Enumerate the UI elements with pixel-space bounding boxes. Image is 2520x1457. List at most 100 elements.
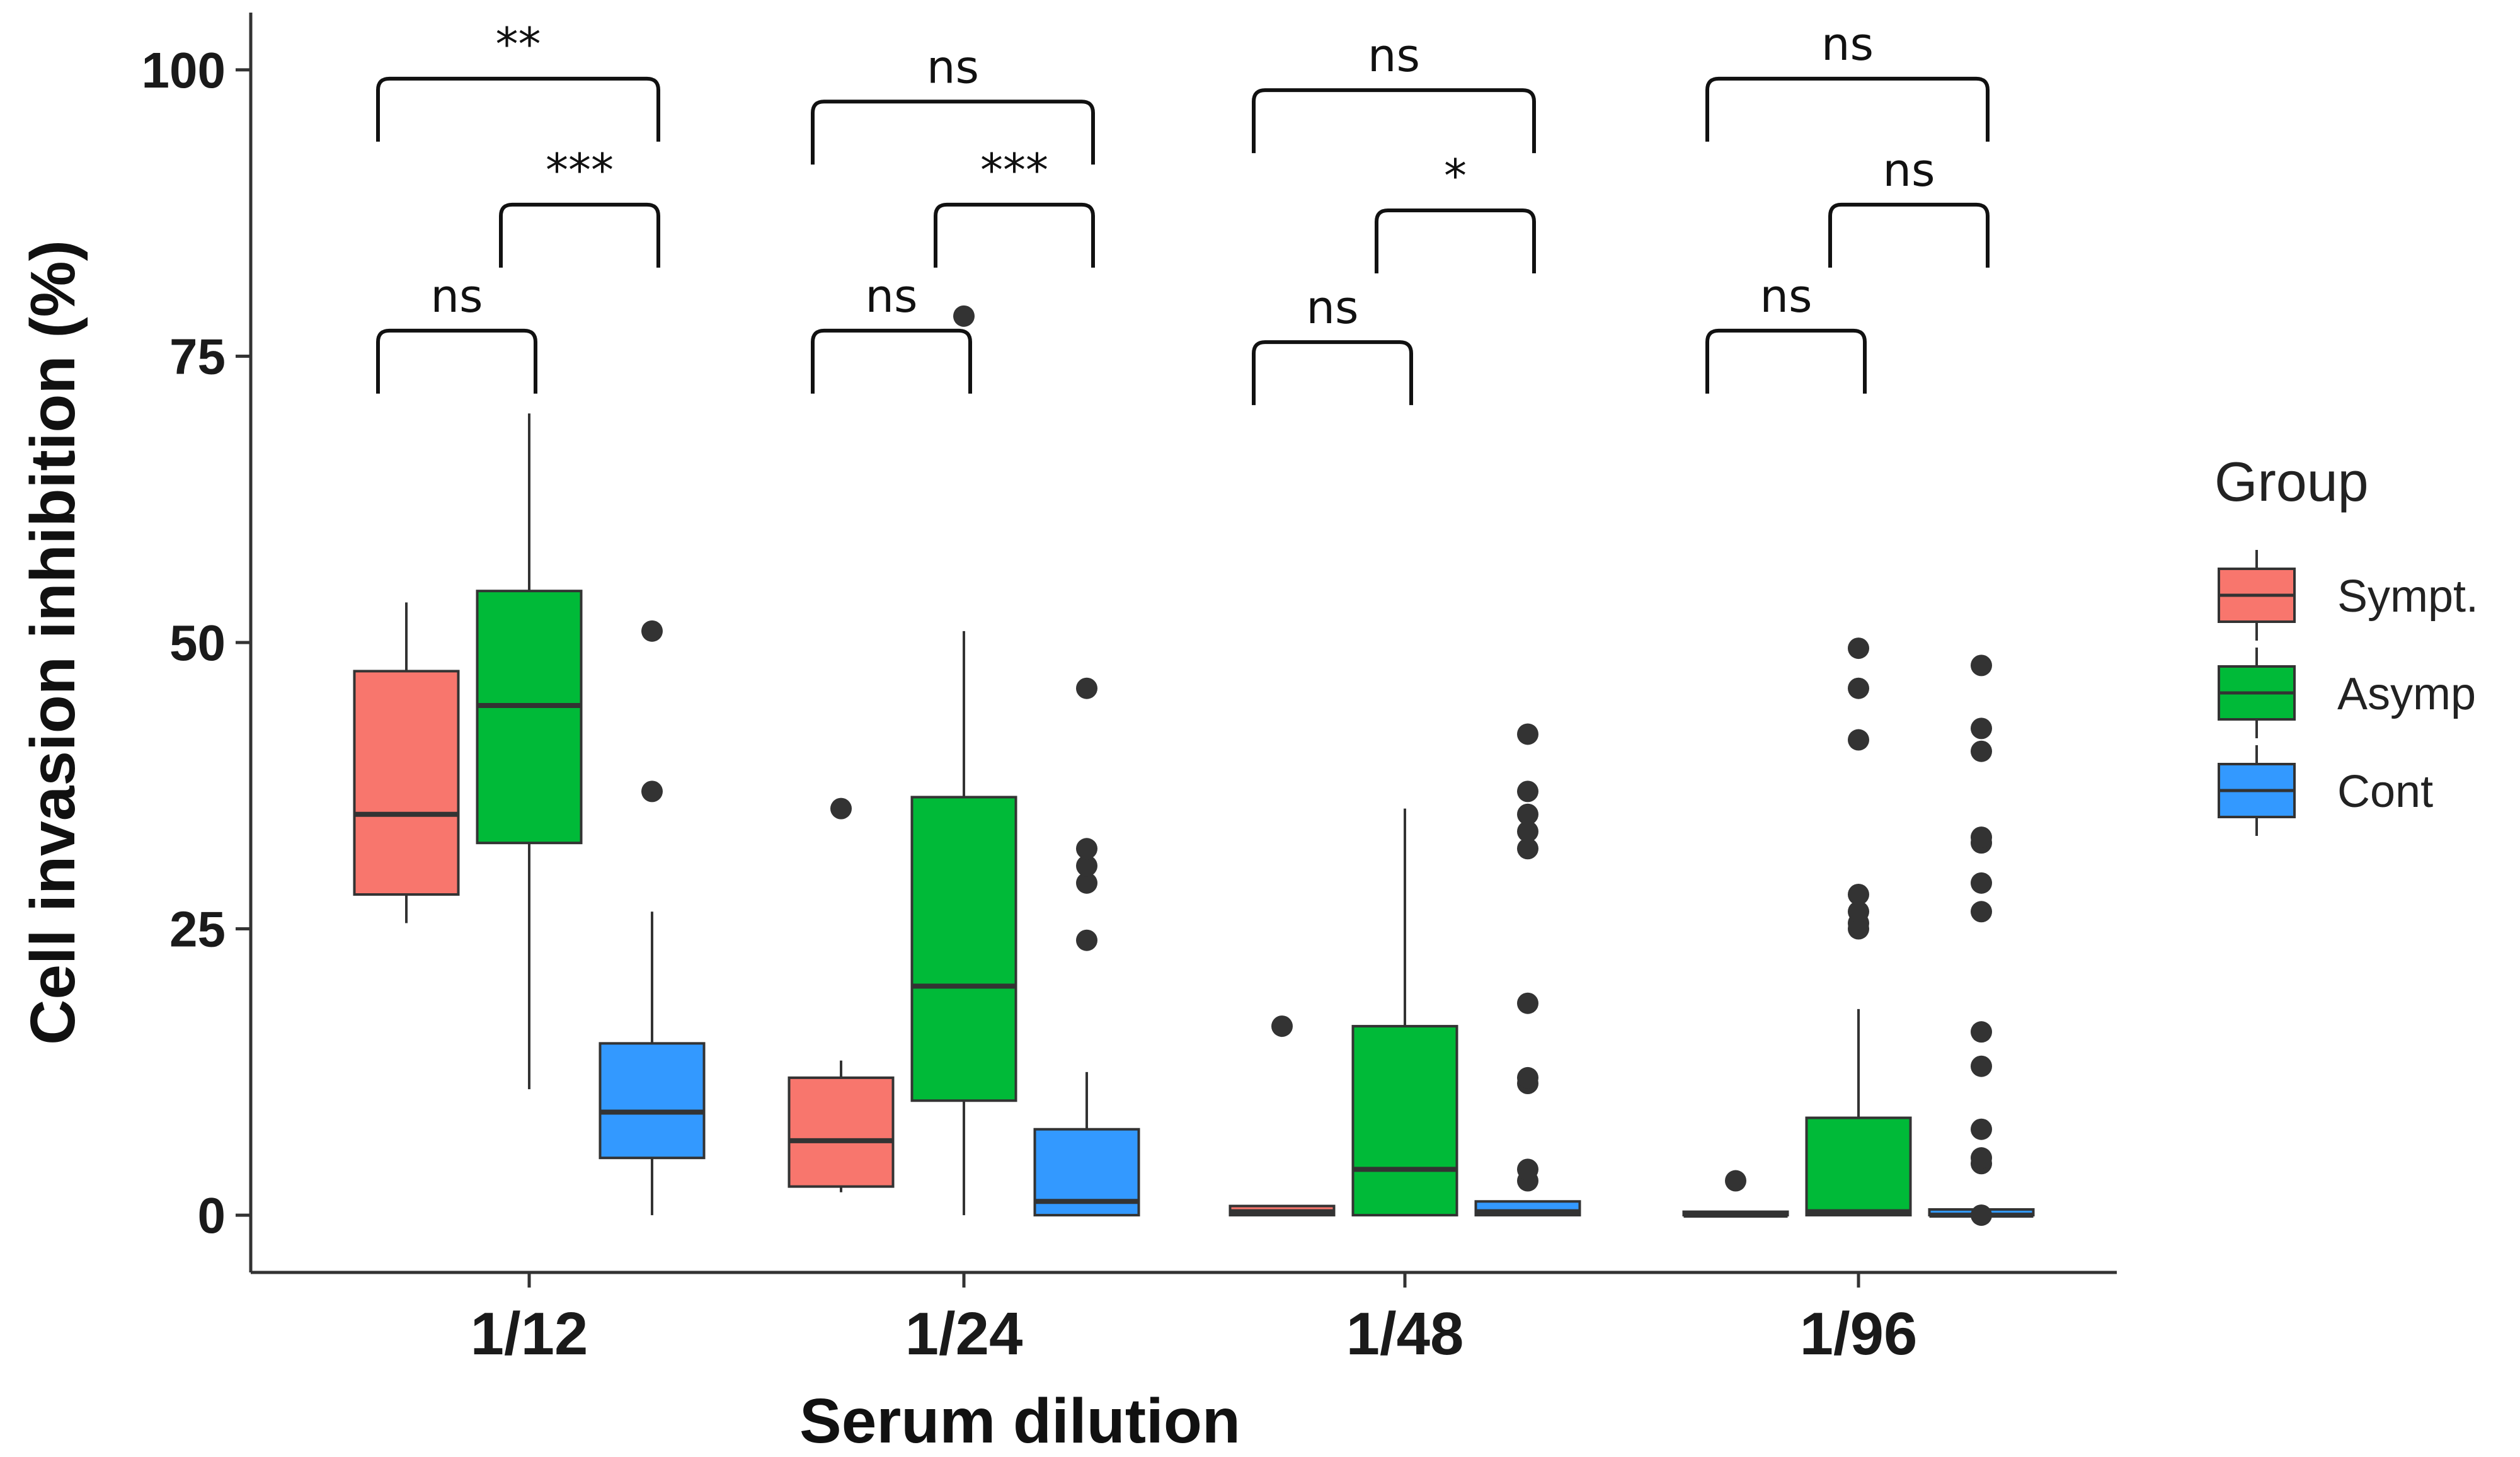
outlier-point: [1971, 826, 1992, 848]
outlier-point: [1517, 1066, 1538, 1088]
x-tick-label: 1/96: [1800, 1300, 1918, 1368]
y-tick-label: 0: [198, 1187, 226, 1243]
outlier-point: [1848, 901, 1869, 923]
outlier-point: [1517, 992, 1538, 1014]
bracket-line: [1252, 88, 1536, 154]
outlier-point: [1517, 838, 1538, 860]
legend-label: Cont: [2337, 767, 2433, 817]
significance-bracket: ns: [811, 270, 972, 394]
bracket-line: [499, 202, 660, 268]
outlier-point: [1971, 1055, 1992, 1077]
significance-bracket: ns: [376, 270, 537, 394]
y-tick-label: 25: [169, 901, 226, 957]
bracket-line: [376, 76, 660, 142]
box-asymp-2: [910, 305, 1017, 1216]
outlier-point: [1971, 654, 1992, 677]
y-tick-label: 75: [169, 328, 226, 384]
box-cont-1: [598, 620, 706, 1216]
outlier-point: [1517, 821, 1538, 842]
significance-bracket: ns: [1828, 144, 1990, 268]
box-sympt-4: [1682, 1170, 1789, 1218]
significance-bracket: ns: [1252, 281, 1413, 406]
significance-label: ns: [1821, 18, 1874, 71]
significance-label: ns: [927, 40, 979, 93]
significance-label: *: [1444, 149, 1467, 202]
box-iqr: [910, 796, 1017, 1102]
bracket-line: [934, 202, 1095, 268]
significance-label: ns: [1368, 29, 1420, 82]
significance-label: ns: [865, 270, 917, 323]
box-iqr: [788, 1076, 895, 1188]
outlier-point: [1076, 929, 1097, 951]
outlier-point: [1848, 677, 1869, 699]
legend-label: Asymp: [2337, 669, 2476, 719]
outlier-point: [1848, 637, 1869, 660]
box-iqr: [353, 670, 460, 896]
box-cont-3: [1474, 723, 1581, 1217]
outlier-point: [1971, 1118, 1992, 1140]
outlier-point: [1971, 901, 1992, 923]
box-iqr: [1805, 1116, 1912, 1217]
significance-bracket: **: [376, 18, 660, 142]
outlier-point: [1971, 717, 1992, 740]
bracket-line: [1375, 209, 1536, 273]
legend-item-cont: Cont: [2218, 745, 2433, 836]
box-cont-2: [1033, 677, 1140, 1217]
box-asymp-1: [476, 413, 583, 1090]
significance-bracket: *: [1375, 149, 1536, 273]
outlier-point: [1971, 1021, 1992, 1043]
legend: Group Sympt. Asymp Cont: [2214, 450, 2478, 836]
outlier-point: [1517, 723, 1538, 745]
box-iqr: [476, 590, 583, 845]
significance-label: ns: [1882, 144, 1935, 197]
outlier-point: [830, 797, 852, 820]
outlier-point: [1271, 1015, 1293, 1037]
significance-label: **: [496, 18, 541, 71]
x-tick-label: 1/24: [905, 1300, 1023, 1368]
bracket-line: [1705, 328, 1867, 394]
box-iqr: [598, 1042, 706, 1160]
box-sympt-3: [1228, 1015, 1336, 1217]
axes: 0 25 50 75 100 1/12 1/24 1/48 1/96 Serum dilution…: [18, 13, 2117, 1456]
bracket-line: [811, 328, 972, 394]
outlier-point: [641, 620, 663, 642]
outlier-point: [1971, 1147, 1992, 1169]
outlier-point: [1971, 1204, 1992, 1226]
box-sympt-1: [353, 602, 460, 923]
bracket-line: [1705, 76, 1990, 142]
legend-title: Group: [2214, 450, 2369, 513]
box-cont-4: [1928, 654, 2035, 1226]
outlier-point: [1848, 884, 1869, 905]
outlier-point: [1076, 677, 1097, 699]
outlier-point: [1517, 1158, 1538, 1180]
box-iqr: [1351, 1025, 1458, 1217]
significance-bracket: ns: [1252, 29, 1536, 154]
box-asymp-4: [1805, 637, 1912, 1217]
x-tick-label: 1/48: [1346, 1300, 1464, 1368]
box-sympt-2: [788, 797, 895, 1192]
bracket-line: [1828, 202, 1990, 268]
outlier-point: [1848, 729, 1869, 751]
y-tick-label: 100: [142, 42, 226, 98]
outlier-point: [1517, 803, 1538, 825]
outlier-point: [1076, 838, 1097, 860]
significance-bracket: ***: [934, 144, 1095, 268]
significance-label: ***: [546, 144, 614, 197]
outlier-point: [1971, 872, 1992, 894]
bracket-line: [376, 328, 537, 394]
box-asymp-3: [1351, 808, 1458, 1217]
significance-label: ***: [980, 144, 1048, 197]
legend-label: Sympt.: [2337, 571, 2478, 622]
y-tick-label: 50: [169, 615, 226, 671]
outlier-point: [953, 305, 975, 327]
significance-bracket: ns: [811, 40, 1095, 165]
outlier-point: [1076, 872, 1097, 894]
legend-item-asymp: Asymp: [2218, 648, 2476, 738]
outlier-point: [1076, 855, 1097, 877]
significance-bracket: ***: [499, 144, 660, 268]
significance-bracket: ns: [1705, 270, 1867, 394]
significance-bracket: ns: [1705, 18, 1990, 142]
significance-label: ns: [1760, 270, 1812, 323]
x-tick-label: 1/12: [471, 1300, 588, 1368]
